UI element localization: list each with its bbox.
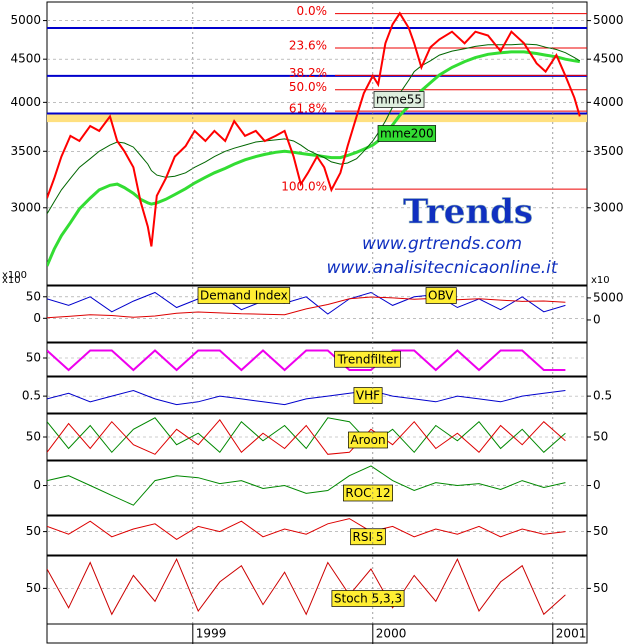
- panel-frame: [46, 342, 588, 377]
- series-line: [47, 558, 566, 616]
- plot-area: [47, 291, 566, 319]
- legend-label: Stoch 5,3,3: [334, 592, 402, 606]
- y-tick-label: 0: [33, 478, 41, 492]
- y-unit: x100: [2, 270, 27, 281]
- y2-tick-label: 0: [593, 312, 601, 326]
- fib-label: 50.0%: [289, 80, 327, 94]
- legend-label: VHF: [356, 389, 380, 403]
- y2-unit: x10: [591, 275, 610, 286]
- series-line: [47, 11, 581, 247]
- legend-box: [373, 91, 425, 108]
- plot-area: [47, 11, 587, 267]
- legend-box: [343, 484, 393, 502]
- x-tick-label: 2000: [376, 627, 407, 641]
- legend-label: RSI 5: [353, 530, 384, 544]
- y-tick-label: 50: [26, 581, 41, 595]
- plot-area: [47, 389, 566, 406]
- legend-box: [331, 590, 405, 607]
- panel-frame: [46, 1, 588, 286]
- legend-label: Aroon: [350, 433, 385, 447]
- y-tick-label: 0: [33, 311, 41, 325]
- legend-box: [353, 387, 383, 404]
- y-tick-label: 5000: [10, 13, 41, 27]
- y-tick-label: 50: [593, 524, 608, 538]
- legend-label: Trendfilter: [337, 352, 399, 366]
- y-tick-label: 0: [593, 478, 601, 492]
- y-tick-label: 50: [26, 430, 41, 444]
- y-tick-label: 50: [26, 351, 41, 365]
- legend-label: mme55: [376, 93, 422, 107]
- plot-area: [47, 518, 566, 540]
- y-tick-label: 3000: [593, 200, 624, 214]
- support-band: [47, 114, 587, 123]
- legend-box: [197, 287, 291, 304]
- fib-label: 23.6%: [289, 38, 327, 52]
- legend-box: [334, 350, 401, 368]
- fib-label: 61.8%: [289, 102, 327, 116]
- panel-frame: [46, 555, 588, 625]
- y-tick-label: 0.5: [22, 389, 41, 403]
- y-tick-label: 50: [26, 524, 41, 538]
- fib-label: 100.0%: [281, 180, 327, 194]
- legend-label: ROC 12: [345, 486, 390, 500]
- panel-frame: [46, 515, 588, 556]
- y-tick-label: 4500: [593, 52, 624, 66]
- legend-box: [348, 431, 388, 449]
- fib-label: 0.0%: [297, 4, 328, 18]
- legend-label: OBV: [428, 289, 454, 303]
- legend-box: [425, 287, 457, 304]
- fib-label: 38.2%: [289, 66, 327, 80]
- plot-area: [47, 558, 566, 616]
- series-line: [47, 296, 566, 319]
- y-tick-label: 3500: [10, 144, 41, 158]
- series-line: [47, 518, 566, 540]
- y-tick-label: 0.5: [593, 389, 612, 403]
- y-tick-label: 3000: [10, 200, 41, 214]
- y-tick-label: 3500: [593, 144, 624, 158]
- x-tick-label: 2001: [556, 627, 587, 641]
- series-line: [47, 349, 566, 372]
- series-line: [47, 418, 566, 455]
- panel-frame: [46, 285, 588, 343]
- legend-box: [350, 528, 386, 546]
- y-tick-label: 50: [593, 581, 608, 595]
- panel-frame: [46, 376, 588, 414]
- y-tick-label: 4000: [10, 95, 41, 109]
- plot-area: [47, 417, 566, 455]
- url: www.grtrends.com: [362, 234, 522, 254]
- panel-frame: [46, 460, 588, 516]
- series-line: [47, 465, 566, 506]
- series-line: [47, 417, 566, 454]
- y-tick-label: 4500: [10, 52, 41, 66]
- y-tick-label: 5000: [593, 13, 624, 27]
- legend-label: mme200: [380, 127, 434, 141]
- y2-tick-label: 5000: [593, 290, 624, 304]
- y-tick-label: 50: [593, 430, 608, 444]
- series-line: [47, 291, 566, 315]
- x-axis-frame: [46, 623, 588, 644]
- y-unit: x10: [2, 275, 21, 286]
- series-line: [47, 50, 581, 267]
- url: www.analisitecnicaonline.it: [326, 258, 558, 278]
- legend-box: [377, 125, 437, 142]
- y-tick-label: 4000: [593, 95, 624, 109]
- plot-area: [47, 465, 566, 506]
- x-tick-label: 1999: [196, 627, 227, 641]
- series-line: [47, 43, 581, 215]
- logo: Trends: [403, 192, 533, 232]
- series-line: [47, 389, 566, 406]
- plot-area: [47, 349, 566, 372]
- legend-label: Demand Index: [200, 289, 288, 303]
- y-tick-label: 50: [26, 289, 41, 303]
